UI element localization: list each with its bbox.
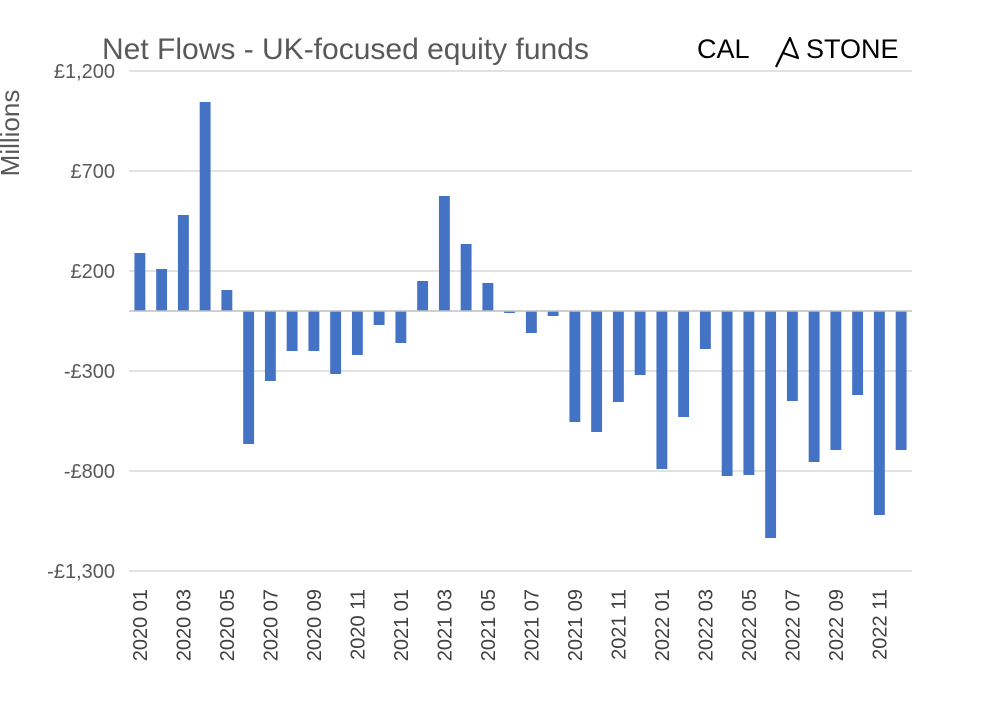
x-tick-label: 2021 07 (521, 589, 543, 661)
bar (504, 311, 516, 313)
bar (525, 311, 537, 333)
bar (438, 196, 450, 311)
x-tick-label: 2022 01 (652, 589, 674, 661)
x-tick-label: 2022 03 (695, 589, 717, 661)
y-tick-labels: £1,200 £700 £200 -£300 -£800 -£1,300 (47, 61, 115, 583)
bar (460, 244, 472, 311)
x-tick-label: 2021 03 (434, 589, 456, 661)
logo-mark-icon (775, 36, 800, 68)
bar (743, 311, 755, 475)
bar (243, 311, 255, 444)
bar (873, 311, 885, 515)
x-tick-label: 2020 07 (260, 589, 282, 661)
x-tick-label: 2020 11 (347, 589, 369, 660)
bar (830, 311, 842, 450)
bar (634, 311, 646, 375)
bar (765, 311, 777, 538)
x-tick-label: 2022 07 (782, 589, 804, 661)
bar (308, 311, 320, 351)
bar (569, 311, 581, 422)
gridlines (129, 70, 912, 572)
bar (808, 311, 820, 462)
logo-text-left: CAL (697, 34, 750, 64)
x-tick-label: 2021 05 (478, 589, 500, 661)
y-tick-label: £200 (71, 261, 116, 283)
y-tick-label: £1,200 (54, 61, 115, 83)
bar (351, 311, 363, 355)
bar (721, 311, 733, 476)
bar (199, 102, 211, 311)
y-tick-label: -£800 (64, 461, 115, 483)
bar (678, 311, 690, 417)
bar (591, 311, 603, 432)
x-tick-label: 2020 05 (217, 589, 239, 661)
bar (482, 283, 494, 311)
bar (286, 311, 298, 351)
y-axis-label: Millions (0, 90, 25, 177)
bar (656, 311, 668, 469)
bar (221, 290, 233, 311)
x-tick-label: 2021 01 (391, 589, 413, 661)
x-tick-label: 2022 09 (826, 589, 848, 661)
bar (852, 311, 864, 395)
bar (134, 253, 146, 311)
y-tick-label: -£300 (64, 361, 115, 383)
bar (895, 311, 907, 450)
y-tick-label: £700 (71, 161, 116, 183)
bar (156, 269, 168, 311)
chart-title: Net Flows - UK-focused equity funds (102, 33, 589, 66)
bar (395, 311, 407, 343)
calastone-logo: CAL STONE (697, 34, 899, 68)
x-tick-label: 2020 09 (304, 589, 326, 661)
bar (786, 311, 798, 401)
bar (264, 311, 276, 381)
bar (373, 311, 385, 325)
bar (330, 311, 342, 374)
bar (177, 215, 189, 311)
bar (547, 311, 559, 316)
logo-text-right: STONE (806, 34, 899, 64)
bars (134, 102, 907, 538)
x-tick-label: 2020 03 (173, 589, 195, 661)
x-tick-label: 2021 09 (565, 589, 587, 661)
bar (699, 311, 711, 349)
x-tick-label: 2022 11 (869, 589, 891, 660)
x-tick-label: 2020 01 (130, 589, 152, 661)
x-tick-label: 2022 05 (739, 589, 761, 661)
x-tick-labels: 2020 01 2020 03 2020 05 2020 07 2020 09 2020 … (130, 589, 892, 661)
bar (417, 281, 429, 311)
y-tick-label: -£1,300 (47, 561, 115, 583)
bar (612, 311, 624, 402)
x-tick-label: 2021 11 (608, 589, 630, 660)
